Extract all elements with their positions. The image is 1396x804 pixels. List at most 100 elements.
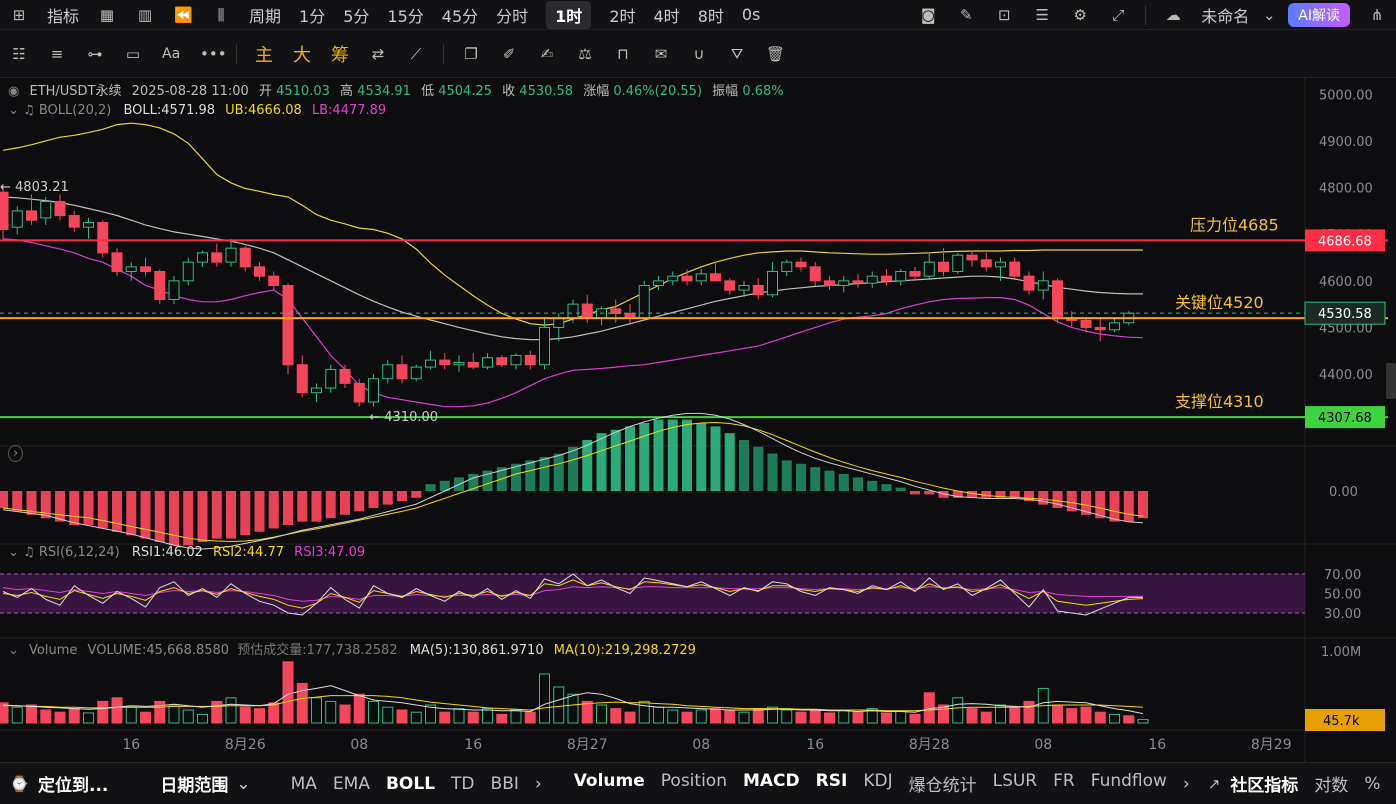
log-scale-toggle[interactable]: 对数 <box>1314 776 1349 796</box>
interval-15[interactable]: 0s <box>741 5 761 24</box>
collapse-icon[interactable]: ⌄ <box>8 103 19 118</box>
candle-body <box>667 275 679 282</box>
replay-icon[interactable]: ⏪ <box>174 5 193 24</box>
interval-8[interactable]: 15分 <box>387 6 424 26</box>
sub-indicator-4[interactable]: KDJ <box>863 771 893 791</box>
layout-icon[interactable]: ▥ <box>137 5 153 24</box>
time-tick-label: 8月27 <box>567 737 608 753</box>
indicator-ema[interactable]: EMA <box>332 773 370 794</box>
share-icon[interactable]: ⋔ <box>1370 5 1384 24</box>
price-chart[interactable]: 5000.004900.004800.004700.004600.004500.… <box>0 78 1396 762</box>
close-label: 收 <box>502 84 516 99</box>
macd-histogram-bar <box>853 477 863 491</box>
copy-icon[interactable]: ❐ <box>464 44 478 63</box>
camera-icon[interactable]: ◙ <box>920 5 936 24</box>
locate-icon[interactable]: ⌚ <box>10 774 29 793</box>
volume-bar <box>239 706 251 724</box>
chevron-right-icon[interactable]: › <box>1182 773 1190 794</box>
locate-button[interactable]: 定位到... <box>38 776 109 796</box>
indicator-boll[interactable]: BOLL <box>385 773 436 794</box>
indicator-ma[interactable]: MA <box>290 773 317 794</box>
interval-14[interactable]: 8时 <box>697 6 724 26</box>
add-window-icon[interactable]: ⊡ <box>997 5 1011 24</box>
note-icon[interactable]: ✉ <box>654 44 668 63</box>
expand-icon[interactable]: › <box>8 445 24 462</box>
macd-histogram-bar <box>696 423 707 491</box>
pencil-icon[interactable]: ✎ <box>959 5 973 24</box>
candle-body <box>681 275 693 282</box>
interval-13[interactable]: 4时 <box>653 6 680 26</box>
macd-histogram-bar <box>1138 491 1148 519</box>
settings-list-icon[interactable]: ☰ <box>1035 5 1049 24</box>
magnet-icon[interactable]: ∪ <box>693 44 705 63</box>
highlighter-icon[interactable]: ✍ <box>540 44 554 63</box>
interval-11[interactable]: 1时 <box>546 0 592 29</box>
sub-indicator-1[interactable]: Position <box>660 771 727 791</box>
lock-icon[interactable]: ⊓ <box>617 44 629 63</box>
open-label: 开 <box>258 84 272 99</box>
big-order-toggle[interactable]: 大 <box>293 44 311 66</box>
interval-0[interactable]: 指标 <box>47 6 80 26</box>
chevron-down-icon[interactable]: ⌄ <box>236 773 251 794</box>
volume-bar <box>752 708 764 724</box>
bell-icon[interactable]: ♫ <box>23 103 35 118</box>
candle-body <box>781 261 793 272</box>
text-icon[interactable]: Aa <box>162 45 181 62</box>
candle-type-icon[interactable]: ⫼ <box>217 5 225 24</box>
chip-distribution-toggle[interactable]: 筹 <box>331 44 349 66</box>
more-icon[interactable]: ••• <box>200 44 227 63</box>
sub-indicator-2[interactable]: MACD <box>742 771 800 791</box>
eye-icon[interactable]: ◉ <box>8 84 20 99</box>
sub-indicator-6[interactable]: LSUR <box>992 771 1038 791</box>
sub-indicator-7[interactable]: FR <box>1053 771 1075 791</box>
compare-icon[interactable]: ⚖ <box>578 44 592 63</box>
toolbar-settings-icon[interactable]: ☷ <box>12 44 26 63</box>
chevron-down-icon[interactable]: ⌄ <box>1262 5 1276 24</box>
community-indicators-button[interactable]: 社区指标 <box>1230 776 1299 796</box>
horizontal-line-icon[interactable]: ⊶ <box>87 44 103 63</box>
trash-icon[interactable]: 🗑 <box>766 44 786 63</box>
interval-6[interactable]: 1分 <box>299 6 326 26</box>
layout-name[interactable]: 未命名 <box>1201 6 1250 26</box>
date-range-button[interactable]: 日期范围 <box>160 776 229 796</box>
external-link-icon[interactable]: ↗ <box>1207 774 1221 793</box>
sub-indicator-5[interactable]: 爆仓统计 <box>908 776 977 796</box>
time-tick-label: 08 <box>1034 737 1052 753</box>
chevron-right-icon[interactable]: › <box>534 773 542 794</box>
bell-icon[interactable]: ♫ <box>23 545 35 560</box>
interval-12[interactable]: 2时 <box>609 6 636 26</box>
sub-indicator-8[interactable]: Fundflow <box>1090 771 1167 791</box>
volume-bar <box>767 706 778 724</box>
sub-indicator-0[interactable]: Volume <box>573 771 645 791</box>
interval-7[interactable]: 5分 <box>343 6 370 26</box>
interval-10[interactable]: 分时 <box>496 6 529 26</box>
rectangle-icon[interactable]: ▭ <box>125 44 141 63</box>
grid-icon[interactable]: ⊞ <box>12 5 26 24</box>
brush-icon[interactable]: ✐ <box>502 44 516 63</box>
ruler-icon[interactable]: ⟋ <box>410 44 422 63</box>
indicator-td[interactable]: TD <box>451 773 475 794</box>
sub-indicator-3[interactable]: RSI <box>815 771 848 791</box>
calendar-icon[interactable]: ▦ <box>99 5 115 24</box>
candle-body <box>1052 280 1063 319</box>
collapse-icon[interactable]: ⌄ <box>8 643 19 658</box>
collapse-icon[interactable]: ⌄ <box>8 545 19 560</box>
boll-name[interactable]: BOLL(20,2) <box>38 103 112 118</box>
fullscreen-icon[interactable]: ⤢ <box>1112 5 1125 24</box>
candle-body <box>382 364 394 380</box>
indicator-bbi[interactable]: BBI <box>490 773 519 794</box>
percent-scale-toggle[interactable]: % <box>1364 773 1381 794</box>
menu-lines-icon[interactable]: ≡ <box>50 44 64 63</box>
interval-5[interactable]: 周期 <box>249 6 282 26</box>
rsi-name[interactable]: RSI(6,12,24) <box>38 545 120 560</box>
gear-icon[interactable]: ⚙ <box>1073 5 1087 24</box>
boll-ub-value: UB:4666.08 <box>225 103 302 118</box>
main-indicator-toggle[interactable]: 主 <box>255 44 273 66</box>
interval-9[interactable]: 45分 <box>441 6 479 26</box>
filter-icon[interactable]: ⛛ <box>730 44 744 63</box>
volume-name[interactable]: Volume <box>29 643 78 658</box>
macd-histogram-bar <box>1081 491 1091 515</box>
swap-icon[interactable]: ⇄ <box>371 44 385 63</box>
macd-dea-line <box>2 421 1144 543</box>
ai-interpret-button[interactable]: AI解读 <box>1288 2 1350 27</box>
